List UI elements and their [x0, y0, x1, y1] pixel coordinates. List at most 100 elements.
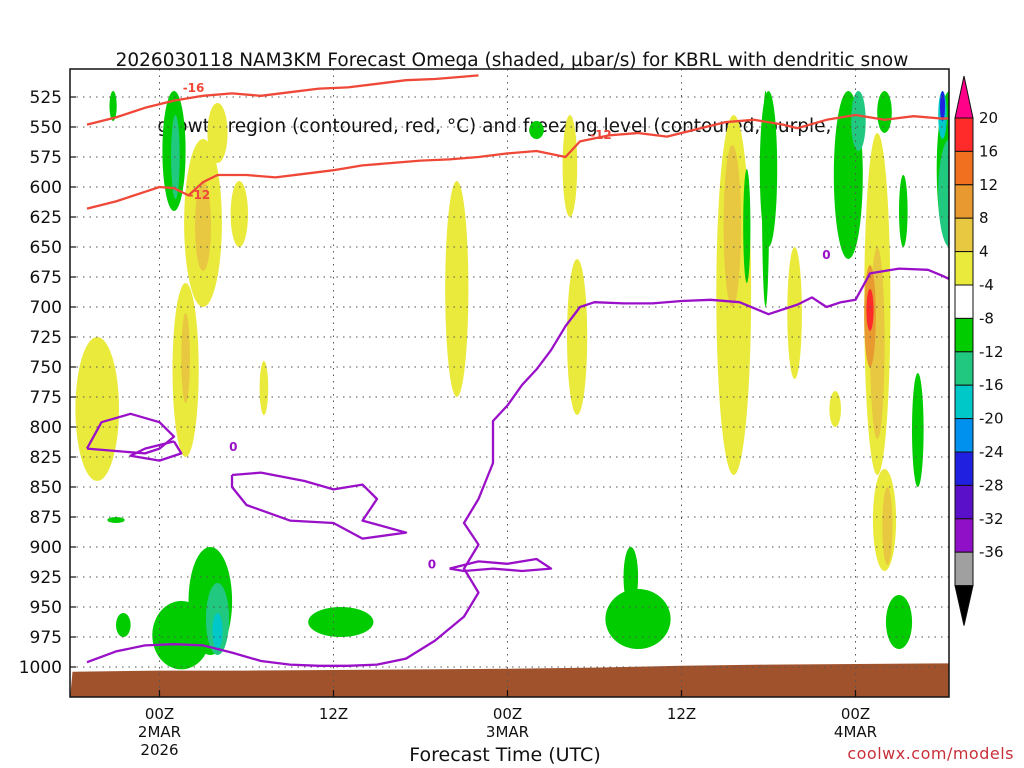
x-tick-year: 2026	[140, 741, 178, 759]
omega-cell	[529, 121, 544, 139]
colorbar-swatch	[954, 150, 974, 186]
y-axis: 525 550 575 600 625 650 675 700 725 750 775 800 825 8…	[19, 88, 76, 678]
omega-cell	[605, 589, 671, 649]
y-tick-label: 775	[30, 388, 62, 408]
y-tick-label: 550	[30, 118, 62, 138]
omega-cell	[107, 517, 125, 523]
y-tick-label: 675	[30, 268, 62, 288]
y-tick-label: 925	[30, 568, 62, 588]
omega-cell	[851, 91, 866, 151]
omega-cell	[762, 91, 770, 307]
y-tick-label: 800	[30, 418, 62, 438]
omega-cell	[723, 145, 741, 307]
omega-cell	[743, 169, 751, 283]
freezing-contour-loop	[129, 440, 183, 462]
colorbar-label: -24	[979, 443, 1004, 461]
omega-cell	[116, 613, 131, 637]
y-tick-label: 750	[30, 358, 62, 378]
y-tick-label: 850	[30, 478, 62, 498]
colorbar-swatch	[954, 251, 974, 286]
freezing-contour-loop	[85, 412, 176, 455]
y-tick-label: 875	[30, 508, 62, 528]
omega-shading	[75, 91, 1024, 670]
y-tick-label: 650	[30, 238, 62, 258]
colorbar-label: -20	[979, 410, 1004, 428]
omega-cell	[1017, 247, 1024, 259]
colorbar-label: 12	[979, 176, 998, 194]
plot-grid	[70, 69, 949, 697]
colorbar-top-arrow	[954, 75, 974, 119]
colorbar-swatch	[954, 117, 974, 152]
omega-cell	[230, 181, 248, 247]
chart-title: 2026030118 NAM3KM Forecast Omega (shaded…	[0, 6, 1024, 160]
title-line-1: 2026030118 NAM3KM Forecast Omega (shaded…	[115, 50, 909, 71]
colorbar-swatch	[954, 284, 974, 319]
y-tick-label: 625	[30, 208, 62, 228]
contour-label: -12	[590, 128, 612, 142]
omega-cell	[912, 373, 924, 487]
colorbar-bottom-arrow	[954, 585, 974, 626]
omega-cell	[308, 607, 374, 637]
colorbar-label: -32	[979, 510, 1004, 528]
y-tick-label: 950	[30, 598, 62, 618]
omega-cell	[207, 103, 228, 163]
plot-frame	[69, 68, 950, 698]
x-tick-date: 3MAR	[486, 723, 529, 741]
colorbar-swatch	[954, 184, 974, 219]
omega-cell	[195, 181, 211, 271]
contour-label: -16	[183, 81, 205, 95]
colorbar-swatch	[954, 551, 974, 587]
omega-cell	[212, 613, 223, 649]
colorbar-swatch	[954, 217, 974, 253]
credit-text: coolwx.com/models	[847, 744, 1014, 763]
omega-cell	[829, 391, 841, 427]
y-tick-label: 575	[30, 148, 62, 168]
colorbar-swatch	[954, 518, 974, 553]
colorbar-swatch	[954, 418, 974, 453]
omega-cell	[1011, 427, 1018, 433]
colorbar-label: -28	[979, 476, 1004, 494]
x-tick-label: 12Z	[667, 705, 696, 723]
y-tick-label: 1000	[19, 658, 62, 678]
x-tick-date: 2MAR	[138, 723, 181, 741]
y-tick-label: 900	[30, 538, 62, 558]
x-tick-label: 00Z	[493, 705, 522, 723]
y-tick-label: 525	[30, 88, 62, 108]
omega-cell	[259, 361, 269, 415]
omega-cell	[882, 487, 893, 565]
colorbar-swatch	[954, 351, 974, 386]
colorbar-label: 8	[979, 209, 989, 227]
colorbar-swatch	[954, 484, 974, 520]
y-tick-label: 700	[30, 298, 62, 318]
colorbar-swatch	[954, 384, 974, 420]
colorbar-label: 20	[979, 109, 998, 127]
y-tick-label: 725	[30, 328, 62, 348]
omega-cell	[938, 139, 949, 247]
omega-cell	[866, 289, 874, 331]
dgz-upper-contour	[86, 74, 479, 126]
colorbar: 20 16 12 8 4 -4 -8 -12 -16 -20 -24 -28 -32 -36	[954, 75, 1004, 626]
colorbar-swatch	[954, 451, 974, 486]
colorbar-label: -12	[979, 343, 1004, 361]
colorbar-label: -8	[979, 309, 994, 327]
omega-cell	[109, 91, 117, 121]
x-tick-label: 00Z	[145, 705, 174, 723]
omega-cell	[562, 115, 578, 217]
omega-cell	[940, 91, 945, 121]
colorbar-label: -36	[979, 543, 1004, 561]
freezing-contour	[86, 267, 949, 667]
contour-label: 0	[428, 558, 436, 572]
omega-cell	[1015, 367, 1024, 427]
omega-cell	[75, 337, 119, 481]
omega-cell	[181, 313, 190, 403]
contour-label: 0	[229, 440, 237, 454]
colorbar-swatch	[954, 317, 974, 353]
omega-cell	[623, 547, 639, 607]
x-tick-label: 00Z	[841, 705, 870, 723]
colorbar-label: -4	[979, 276, 994, 294]
freezing-contour-loop	[449, 557, 553, 573]
freezing-contour-loop	[230, 471, 408, 540]
omega-cell	[899, 175, 908, 247]
y-tick-label: 975	[30, 628, 62, 648]
